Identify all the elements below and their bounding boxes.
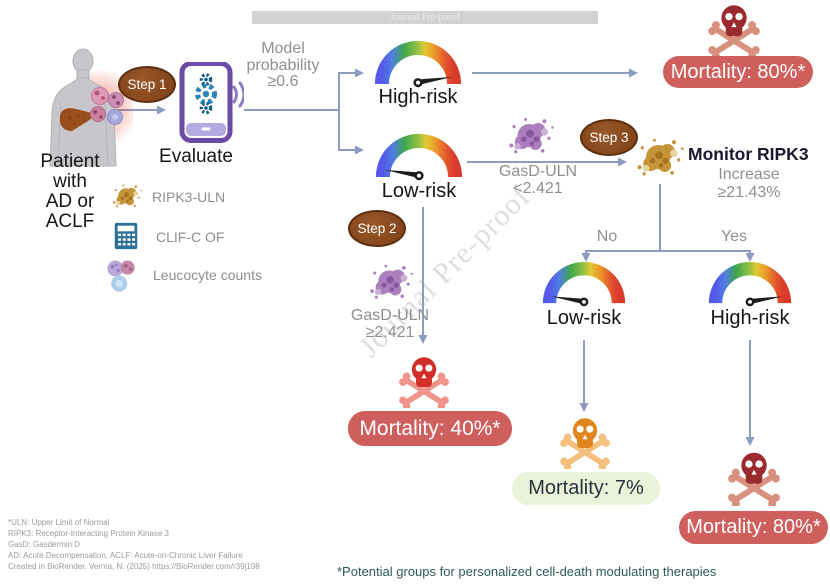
patient-label-line: Patient [40,151,100,172]
label-low-risk-bottom: Low-risk [546,307,622,329]
gasd-low-line: GasD-ULN [498,163,578,180]
step3-badge: Step 3 [580,119,638,156]
skull-crossbones-icon [708,5,760,58]
banner-text: Journal Pre-proof [389,12,461,23]
model-probability-line: Model [261,40,305,57]
connector-to-low-risk [338,110,364,155]
step1-label: Step 1 [127,77,167,92]
yes-label: Yes [720,228,748,245]
connector-no-branch [581,250,660,262]
step1-badge: Step 1 [118,66,176,103]
footnote-line: Created in BioRender. Verma, N. (2025) h… [8,562,260,571]
connector-to-high-risk [338,68,364,110]
patient-label-line: AD or [45,191,95,212]
gauge-low-risk-top [375,133,463,181]
increase-line: Increase [718,166,780,183]
mortality-top-text: Mortality: 80%* [670,60,806,83]
liver-icon [60,108,93,131]
gasd-high-label: GasD-ULN ≥2.421 [342,307,438,341]
model-probability-label: Model probability ≥0.6 [233,40,333,91]
connector-yes-branch [660,250,755,262]
ripk3-splatter-icon [112,184,142,208]
mortality-badge-no: Mortality: 7% [512,472,660,505]
evaluate-label: Evaluate [159,146,233,167]
skull-crossbones-icon [399,357,449,408]
label-low-risk-top: Low-risk [381,180,457,202]
gasd-low-line: <2.421 [513,180,563,197]
skull-crossbones-icon [728,452,780,506]
patient-figure [49,48,133,167]
footnote-line: AD: Acute Decompensation, ACLF: Acute-on… [8,551,243,560]
legend-label-leucocyte: Leucocyte counts [153,267,262,283]
mortality-badge-top: Mortality: 80%* [663,56,813,88]
gauge-low-risk-bottom [542,262,626,307]
legend-label-ripk3: RIPK3-ULN [152,189,226,205]
ripk3-splatter-icon [637,138,684,176]
cell-cluster-icon [90,87,124,125]
patient-label-line: ACLF [45,211,95,232]
gauge-high-risk-top [374,40,462,88]
gasd-splatter-icon [509,118,554,154]
sound-waves-icon [232,81,244,108]
monitor-ripk3-label: Monitor RIPK3 [688,144,809,164]
legend-label-clifc: CLIF-C OF [156,229,225,245]
person-silhouette [49,48,117,167]
no-label: No [596,228,618,245]
asterisk-footnote: *Potential groups for personalized cell-… [337,564,717,579]
label-high-risk-bottom: High-risk [710,307,790,329]
model-probability-line: ≥0.6 [267,73,299,90]
increase-label: Increase ≥21.43% [694,166,804,201]
mortality-7-text: Mortality: 7% [528,477,644,499]
gasd-high-line: ≥2.421 [365,324,415,341]
step2-badge: Step 2 [348,210,406,247]
patient-label-line: with [53,171,87,192]
footnote-line: *ULN: Upper Limit of Normal [8,518,110,527]
calculator-icon [114,222,138,250]
gauge-high-risk-bottom [708,262,792,307]
model-probability-line: probability [246,56,320,74]
gears-icon [195,73,217,115]
step3-label: Step 3 [589,130,629,145]
mortality-40-text: Mortality: 40%* [359,416,501,440]
step2-label: Step 2 [357,221,397,236]
footnote-line: GasD: Gasdermin D [8,540,81,549]
gasd-low-label: GasD-ULN <2.421 [490,163,586,197]
abbreviation-footnotes: *ULN: Upper Limit of Normal RIPK3: Recep… [8,517,260,572]
mortality-badge-yes: Mortality: 80%* [679,511,828,544]
gasd-splatter-icon [370,264,413,299]
leucocyte-icon [107,260,135,292]
phone-app-icon [179,62,244,143]
patient-label: Patient with AD or ACLF [20,152,120,232]
skull-crossbones-icon [560,418,610,469]
footnote-line: RIPK3: Receptor-Interacting Protein Kina… [8,529,169,538]
increase-line: ≥21.43% [717,183,781,201]
label-high-risk-top: High-risk [378,86,458,108]
journal-preproof-banner: Journal Pre-proof [252,11,598,24]
gasd-high-line: GasD-ULN [350,307,430,324]
mortality-80-bottom-text: Mortality: 80%* [686,516,821,538]
mortality-badge-step2: Mortality: 40%* [348,411,512,446]
